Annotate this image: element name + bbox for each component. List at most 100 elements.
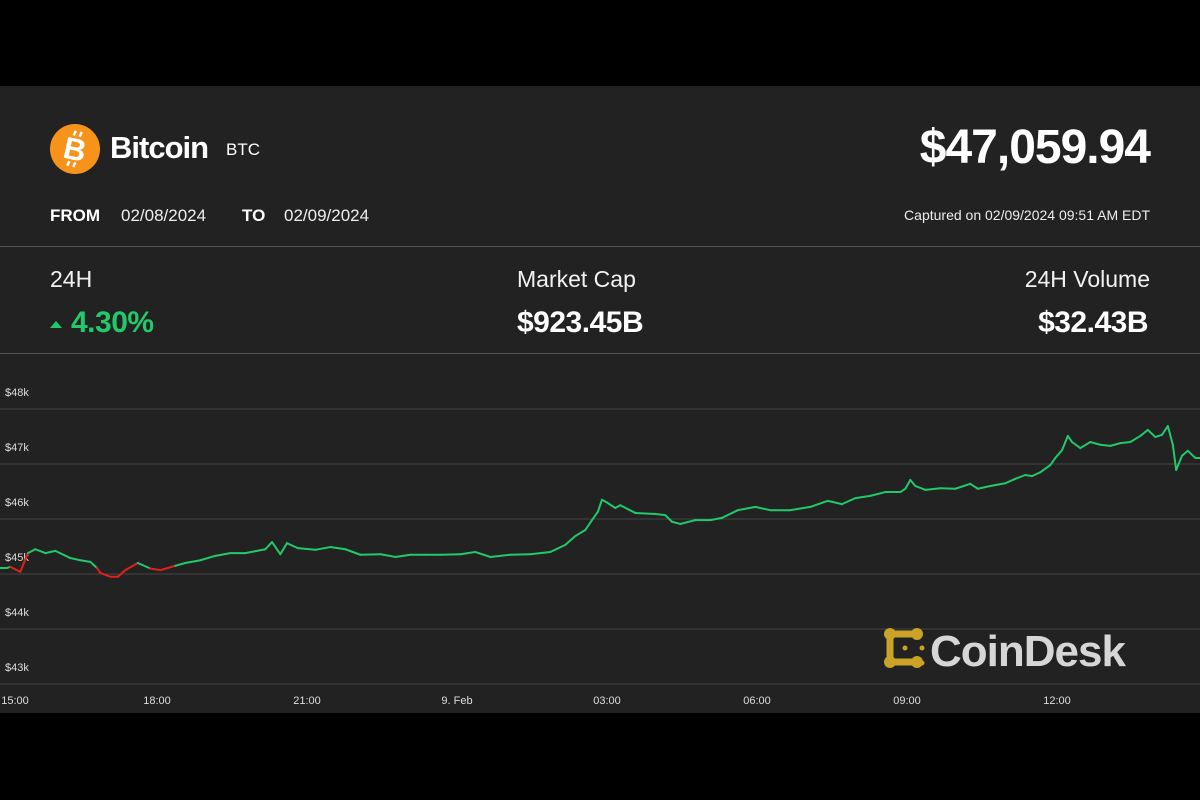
price-line-segment xyxy=(1186,449,1197,459)
price-line-segment xyxy=(869,491,887,497)
price-line-segment xyxy=(1014,474,1027,480)
coindesk-logo: CoinDesk xyxy=(884,627,1127,676)
x-tick-label: 15:00 xyxy=(1,695,29,707)
price-line-segment xyxy=(1161,425,1169,436)
price-line-segment xyxy=(509,553,532,556)
price-line-segment xyxy=(709,516,723,522)
price-line-segment xyxy=(1154,433,1163,439)
price-line-segment xyxy=(1054,449,1063,459)
price-line-segment xyxy=(1119,441,1132,445)
price-line-segment xyxy=(1071,441,1082,450)
price-line-segment xyxy=(1079,441,1092,450)
price-line-segment xyxy=(1139,428,1149,437)
price-line-segment xyxy=(1039,464,1052,474)
price-line-segment xyxy=(9,565,22,573)
from-date: 02/08/2024 xyxy=(121,206,207,225)
price-line-segment xyxy=(529,551,552,556)
price-line-segment xyxy=(1109,442,1122,447)
current-price: $47,059.94 xyxy=(919,121,1151,174)
x-tick-label: 03:00 xyxy=(593,695,621,707)
price-line-segment xyxy=(606,502,617,509)
price-line-segment xyxy=(989,482,1007,487)
price-line-segment xyxy=(1049,456,1057,467)
price-line-segment xyxy=(809,499,829,508)
price-line-segment xyxy=(314,546,332,551)
price-line-segment xyxy=(1181,449,1189,457)
price-line-segment xyxy=(1171,443,1178,472)
price-line-segment xyxy=(1066,434,1073,443)
to-label: TO xyxy=(242,206,266,225)
price-line-segment xyxy=(1099,443,1112,447)
price-line-segment xyxy=(359,553,382,556)
price-line-segment xyxy=(826,499,843,506)
price-line-segment xyxy=(279,542,288,556)
stat-volume-value: $32.43B xyxy=(1038,306,1148,339)
stat-24h-label: 24H xyxy=(50,266,93,292)
price-line-segment xyxy=(1175,454,1183,472)
price-line-segment xyxy=(19,552,29,573)
y-tick-label: $48k xyxy=(5,387,29,399)
price-line-segment xyxy=(34,548,47,555)
price-line-segment xyxy=(789,505,812,512)
stat-market-cap-label: Market Cap xyxy=(517,266,636,292)
price-line-segment xyxy=(939,487,957,490)
price-line-segment xyxy=(394,553,412,558)
stat-market-cap-value: $923.45B xyxy=(517,306,644,339)
price-line-segment xyxy=(664,514,673,523)
captured-timestamp: Captured on 02/09/2024 09:51 AM EDT xyxy=(904,207,1150,223)
y-tick-label: $45k xyxy=(5,552,29,564)
price-line-segment xyxy=(99,571,112,578)
price-line-segment xyxy=(841,497,857,506)
price-line-segment xyxy=(136,562,152,570)
price-line-segment xyxy=(271,541,282,556)
y-tick-label: $44k xyxy=(5,607,29,619)
y-tick-label: $46k xyxy=(5,497,29,509)
price-line-segment xyxy=(1129,434,1142,443)
price-line-segment xyxy=(909,478,917,487)
price-line-segment xyxy=(1166,425,1174,446)
price-line-segment xyxy=(1024,474,1033,478)
price-line-segment xyxy=(854,494,872,500)
x-tick-label: 21:00 xyxy=(293,695,321,707)
x-tick-label: 9. Feb xyxy=(441,695,472,707)
price-line-segment xyxy=(244,548,267,555)
price-line-segment xyxy=(69,557,82,562)
price-line-segment xyxy=(286,542,299,550)
price-line-segment xyxy=(474,551,492,558)
price-line-segment xyxy=(976,485,992,490)
price-line-segment xyxy=(184,559,202,564)
divider xyxy=(0,353,1200,354)
price-line-segment xyxy=(79,559,92,563)
price-line-segment xyxy=(44,549,57,555)
y-tick-label: $47k xyxy=(5,442,29,454)
price-line-segment xyxy=(596,498,603,513)
from-label: FROM xyxy=(50,206,101,225)
price-line-segment xyxy=(116,569,127,578)
x-tick-label: 09:00 xyxy=(893,695,921,707)
price-line-segment xyxy=(654,513,667,517)
price-line-segment xyxy=(1031,471,1042,478)
price-line-segment xyxy=(344,548,362,556)
price-line-segment xyxy=(489,553,512,558)
change-percent: 4.30% xyxy=(71,306,154,339)
brand-name: CoinDesk xyxy=(930,627,1126,676)
price-line-segment xyxy=(199,554,217,562)
price-line-segment xyxy=(329,546,347,551)
price-card xyxy=(0,86,1200,713)
price-line-segment xyxy=(26,548,37,555)
price-line-segment xyxy=(954,482,972,490)
price-line-segment xyxy=(679,519,697,525)
price-line-segment xyxy=(574,529,587,538)
price-line-segment xyxy=(214,552,232,557)
divider xyxy=(0,246,1200,247)
x-tick-label: 06:00 xyxy=(743,695,771,707)
price-line-segment xyxy=(564,535,577,546)
price-line-segment xyxy=(924,487,942,491)
x-tick-label: 12:00 xyxy=(1043,695,1071,707)
price-line-segment xyxy=(721,509,739,519)
price-line-segment xyxy=(1004,477,1017,485)
price-line-segment xyxy=(174,562,187,567)
price-line-segment xyxy=(591,510,599,522)
price-line-segment xyxy=(459,551,477,556)
price-line-segment xyxy=(124,562,139,572)
